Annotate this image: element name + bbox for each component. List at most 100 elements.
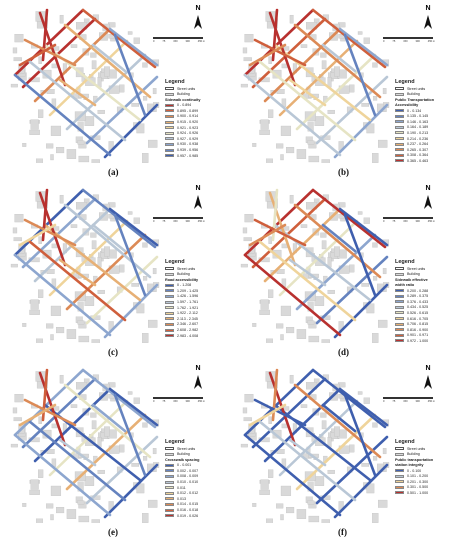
building-block xyxy=(46,449,55,454)
building-block xyxy=(361,462,370,467)
building-block xyxy=(307,140,315,145)
legend-swatch xyxy=(395,447,404,451)
street-unit-segment xyxy=(38,191,67,267)
map-panel-c: N 0 75 150 300 450 m Legend Street units Buildin… xyxy=(3,183,228,343)
north-letter: N xyxy=(195,185,201,192)
building-block xyxy=(59,14,64,24)
building-block xyxy=(50,125,62,136)
building-block xyxy=(382,268,387,275)
legend-label: 1.209 - 1.425 xyxy=(177,288,199,293)
building-block xyxy=(320,412,327,418)
building-block xyxy=(366,303,375,314)
street-unit-segment xyxy=(63,203,152,279)
building-block xyxy=(300,44,308,48)
legend-label: 0.365 - 0.463 xyxy=(407,158,429,163)
building-block xyxy=(38,109,44,118)
building-block xyxy=(357,391,363,395)
street-unit-segment xyxy=(293,23,382,99)
north-arrow-icon xyxy=(424,195,432,209)
building-block xyxy=(148,139,158,148)
building-block xyxy=(296,149,307,159)
building-block xyxy=(104,246,110,257)
legend-swatch xyxy=(165,126,174,130)
building-block xyxy=(268,416,272,424)
street-unit-segment xyxy=(293,383,382,459)
panel-caption-c: (c) xyxy=(108,347,118,357)
building-block xyxy=(46,323,54,329)
scale-tick-label: 450 m xyxy=(427,399,435,403)
legend-label: 0.895 - 0.899 xyxy=(177,108,199,113)
legend-class: 0.376 - 0.433 xyxy=(395,299,428,305)
legend-swatch xyxy=(165,87,174,91)
scale-tick-label: 0 xyxy=(383,39,385,43)
street-unit-segment xyxy=(27,59,127,142)
scale-tick-label: 300 xyxy=(415,219,420,223)
street-unit-segment xyxy=(21,377,97,449)
legend-swatch xyxy=(165,447,174,451)
legend-label: 0 - 0.894 xyxy=(177,103,192,108)
building-block xyxy=(46,503,54,509)
legend-label: 0.915 - 0.920 xyxy=(177,120,199,125)
street-unit-segment xyxy=(85,75,159,145)
building-block xyxy=(240,83,248,88)
street-unit-segment xyxy=(253,38,307,67)
building-block xyxy=(90,232,97,238)
street-unit-segment xyxy=(38,11,67,87)
legend-label: 0.900 - 0.914 xyxy=(177,114,199,119)
legend-swatch xyxy=(395,322,404,326)
street-unit-segment xyxy=(268,191,297,267)
street-unit-segment xyxy=(251,377,327,449)
legend-class: 0.930 - 0.938 xyxy=(165,142,200,148)
street-unit-segment xyxy=(311,8,387,69)
legend-label: Street units xyxy=(407,266,426,271)
building-block xyxy=(50,154,54,161)
building-block xyxy=(50,514,54,521)
legend-class: 0.616 - 0.705 xyxy=(395,316,428,322)
street-unit-segment xyxy=(248,223,287,247)
street-unit-segment xyxy=(315,435,389,505)
building-block xyxy=(22,323,27,327)
street-unit-segment xyxy=(113,393,147,477)
legend-swatch xyxy=(165,311,174,315)
legend-swatch xyxy=(165,480,174,484)
scale-tick-label: 450 m xyxy=(197,39,205,43)
legend-label: 0.706 - 0.815 xyxy=(407,322,429,327)
scale-bar: 0 75 150 300 450 m xyxy=(153,217,205,223)
legend-class: 0.135 - 0.145 xyxy=(395,113,434,119)
building-block xyxy=(22,143,27,147)
street-unit-segment xyxy=(257,419,357,502)
building-block xyxy=(127,31,133,35)
legend-swatch xyxy=(165,120,174,124)
legend-class: 0.434 - 0.525 xyxy=(395,305,428,311)
legend-indicator-title: Sidewalk continuity xyxy=(165,98,201,103)
legend-street-units: Street units xyxy=(165,266,198,272)
building-block xyxy=(14,394,24,403)
legend-class: 0.214 - 0.236 xyxy=(395,136,434,142)
legend-label: 0.214 - 0.236 xyxy=(407,136,429,141)
legend-class: 0.010 - 0.010 xyxy=(165,479,199,485)
building-block xyxy=(266,158,273,163)
legend-swatch xyxy=(395,491,404,495)
legend-label: 0.308 - 0.364 xyxy=(407,153,429,158)
building-block xyxy=(12,407,18,414)
legend-swatch xyxy=(165,300,174,304)
legend-label: 0.016 - 0.018 xyxy=(177,508,199,513)
building-block xyxy=(14,34,24,43)
street-unit-segment xyxy=(13,433,112,517)
legend: Legend Street units Building Crosswalk spac… xyxy=(165,439,199,518)
building-block xyxy=(13,57,22,62)
street-unit-segment xyxy=(63,23,152,99)
street-unit-segment xyxy=(248,403,287,427)
building-block xyxy=(13,417,22,422)
scale-tick-label: 150 xyxy=(403,399,408,403)
building-block xyxy=(260,479,269,490)
building-block xyxy=(382,448,387,455)
legend-label: 0.816 - 0.900 xyxy=(407,327,429,332)
street-unit-segment xyxy=(321,403,357,433)
building-block xyxy=(314,476,325,486)
legend-swatch xyxy=(395,272,404,276)
building-block xyxy=(10,83,18,88)
building-block xyxy=(142,333,149,343)
legend-label: 0.927 - 0.929 xyxy=(177,136,199,141)
building-block xyxy=(363,37,370,44)
